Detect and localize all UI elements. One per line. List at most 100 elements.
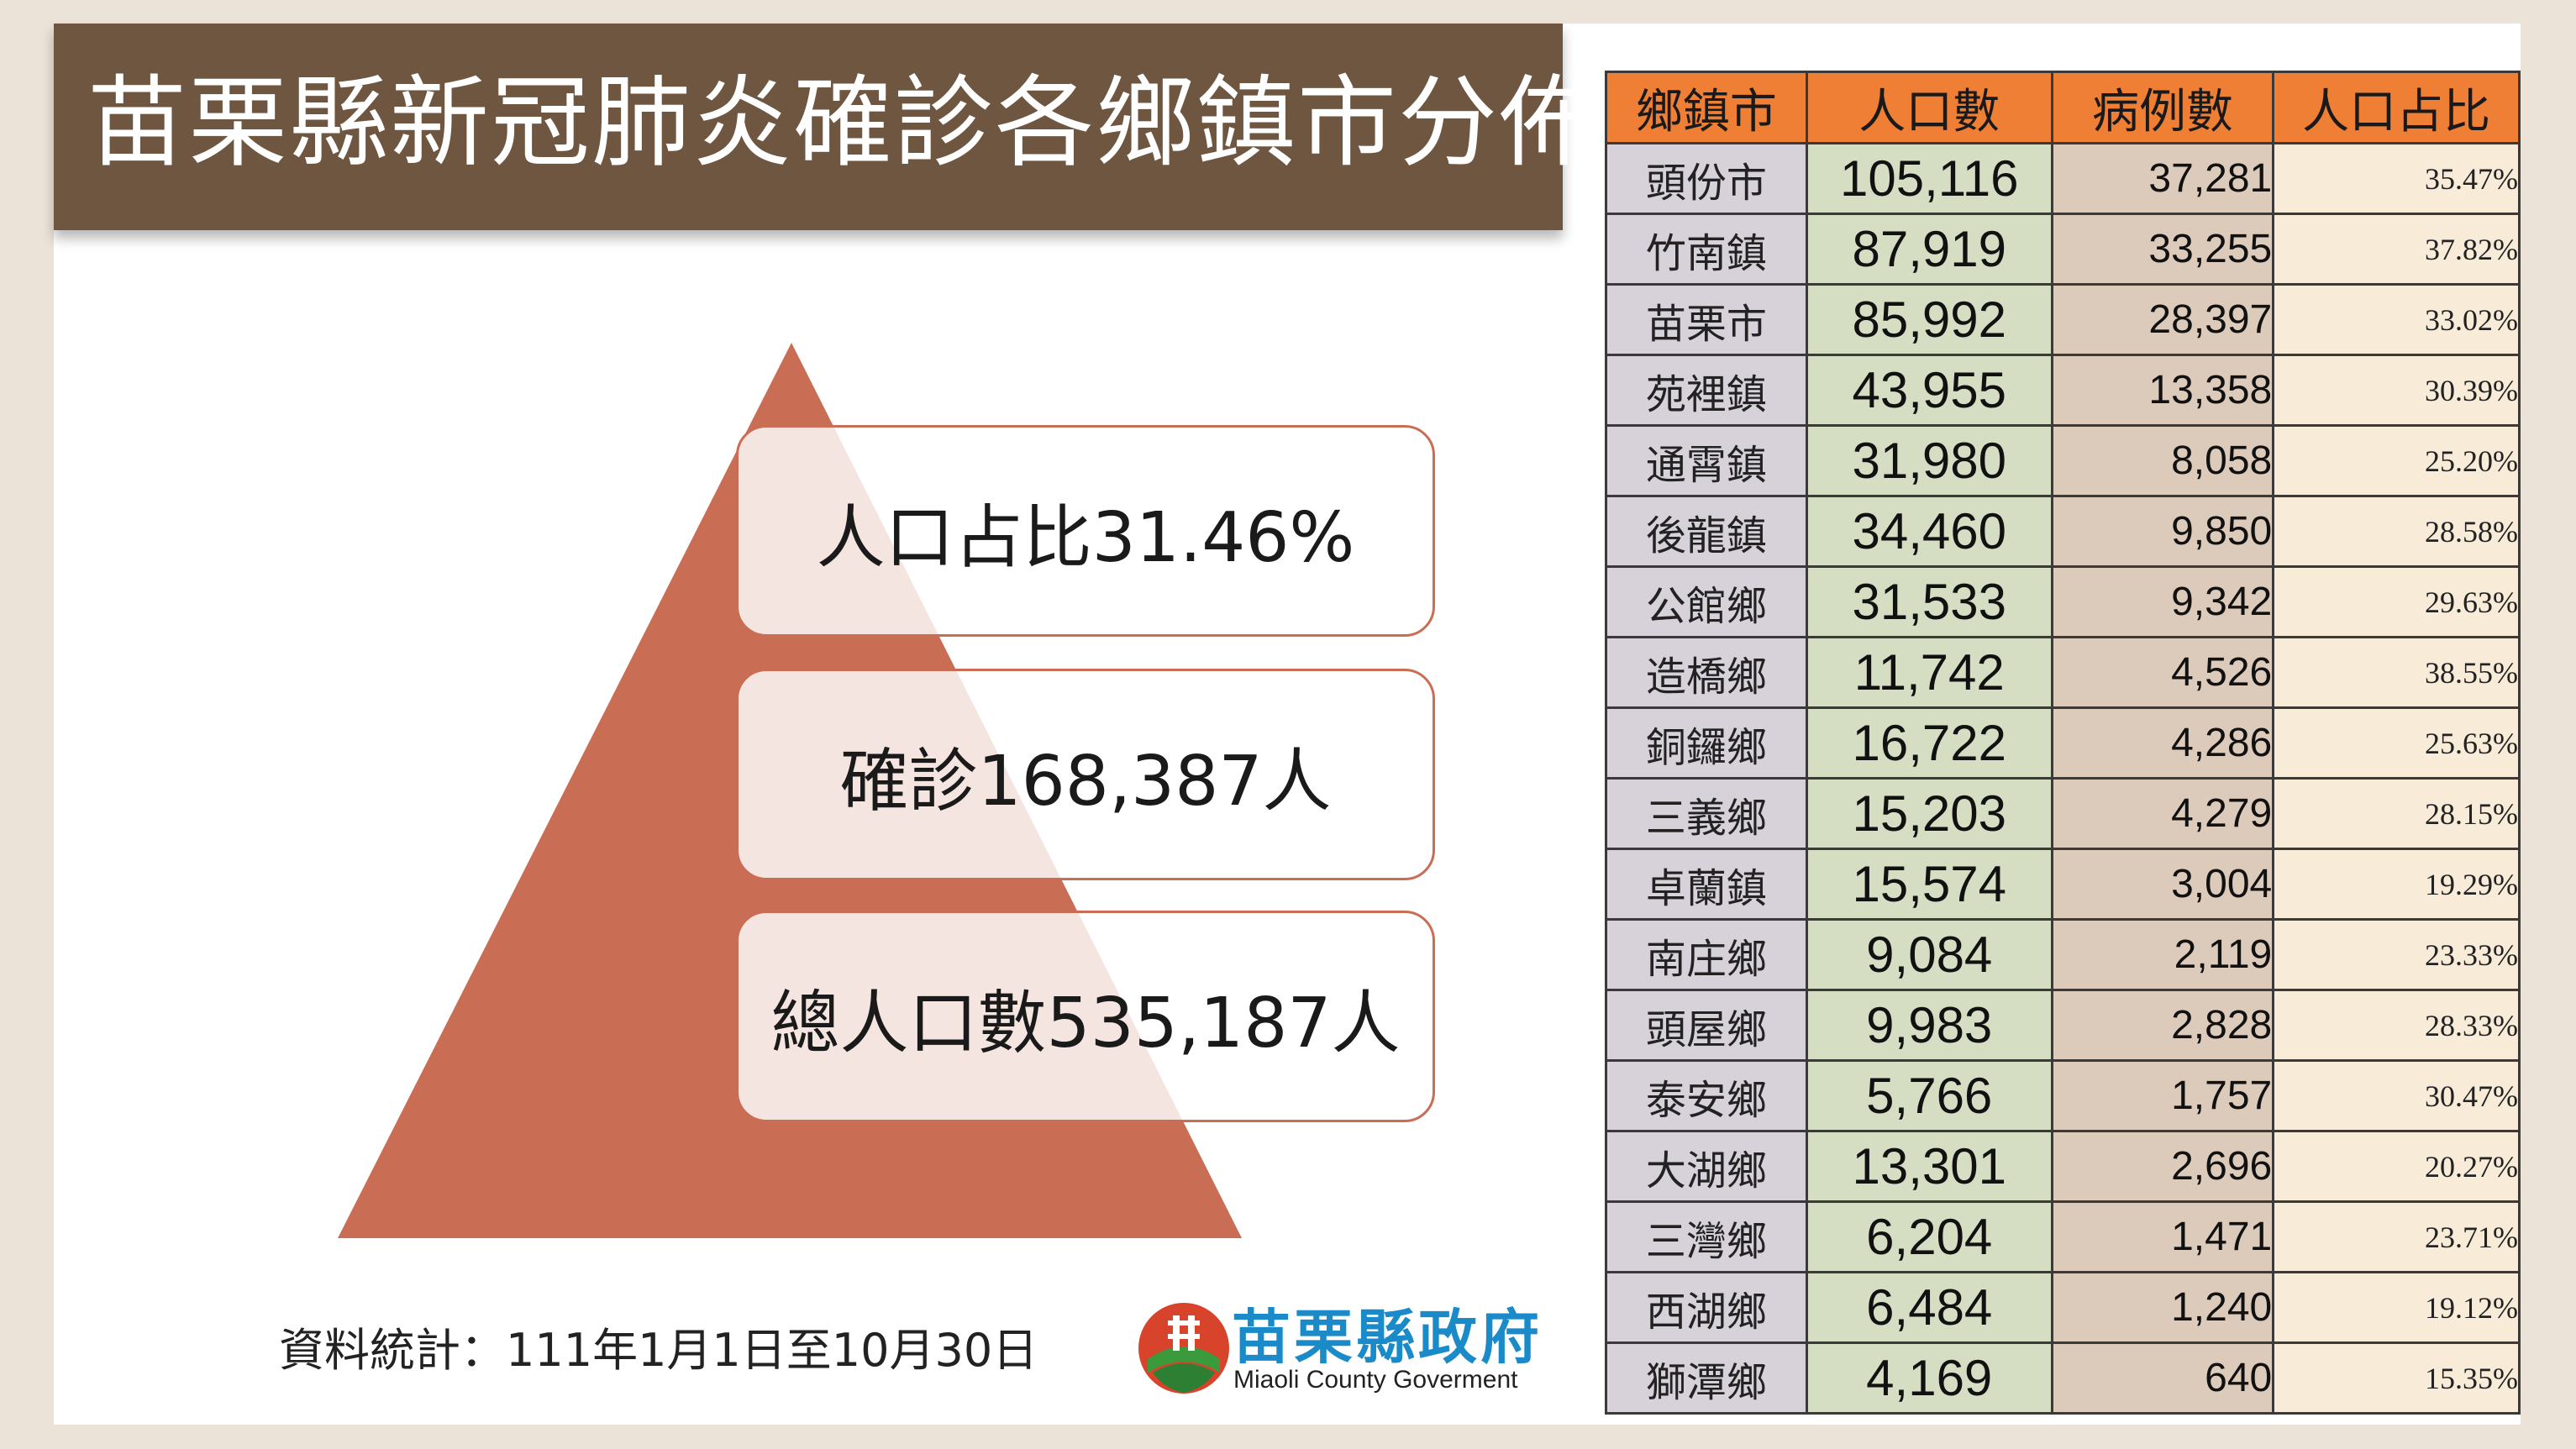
cell-population: 9,084 xyxy=(1805,918,2053,991)
cell-township: 銅鑼鄉 xyxy=(1605,706,1808,780)
cell-township: 西湖鄉 xyxy=(1605,1271,1808,1344)
table-row: 通霄鎮 31,980 8,058 25.20% xyxy=(1605,424,2521,497)
cell-township: 南庄鄉 xyxy=(1605,918,1808,991)
cell-ratio: 28.58% xyxy=(2272,495,2521,568)
cell-ratio: 28.33% xyxy=(2272,989,2521,1062)
cell-ratio: 35.47% xyxy=(2272,142,2521,215)
table-row: 銅鑼鄉 16,722 4,286 25.63% xyxy=(1605,706,2521,780)
cell-population: 5,766 xyxy=(1805,1059,2053,1132)
cell-population: 15,574 xyxy=(1805,848,2053,921)
header-population: 人口數 xyxy=(1805,71,2053,144)
cell-population: 43,955 xyxy=(1805,354,2053,427)
table-row: 南庄鄉 9,084 2,119 23.33% xyxy=(1605,918,2521,991)
cell-population: 4,169 xyxy=(1805,1341,2053,1415)
cell-ratio: 19.12% xyxy=(2272,1271,2521,1344)
county-logo-icon xyxy=(1138,1303,1229,1394)
slide: 苗栗縣新冠肺炎確診各鄉鎮市分佈 人口占比31.46% 確診168,387人 總人… xyxy=(54,24,2521,1425)
table-row: 造橋鄉 11,742 4,526 38.55% xyxy=(1605,636,2521,709)
cell-township: 苗栗市 xyxy=(1605,283,1808,356)
table-row: 苑裡鎮 43,955 13,358 30.39% xyxy=(1605,354,2521,427)
cell-cases: 37,281 xyxy=(2050,142,2275,215)
cell-ratio: 29.63% xyxy=(2272,565,2521,638)
cell-cases: 9,342 xyxy=(2050,565,2275,638)
cell-township: 公館鄉 xyxy=(1605,565,1808,638)
cell-population: 9,983 xyxy=(1805,989,2053,1062)
cell-ratio: 30.47% xyxy=(2272,1059,2521,1132)
cell-ratio: 23.71% xyxy=(2272,1200,2521,1273)
table-row: 三灣鄉 6,204 1,471 23.71% xyxy=(1605,1200,2521,1273)
table-header-row: 鄉鎮市 人口數 病例數 人口占比 xyxy=(1605,71,2521,144)
page-title: 苗栗縣新冠肺炎確診各鄉鎮市分佈 xyxy=(87,65,1601,181)
cell-population: 6,204 xyxy=(1805,1200,2053,1273)
logo-english-name: Miaoli County Goverment xyxy=(1233,1366,1518,1394)
table-row: 獅潭鄉 4,169 640 15.35% xyxy=(1605,1341,2521,1415)
cell-cases: 2,696 xyxy=(2050,1130,2275,1203)
cell-cases: 9,850 xyxy=(2050,495,2275,568)
cell-ratio: 23.33% xyxy=(2272,918,2521,991)
cell-population: 105,116 xyxy=(1805,142,2053,215)
cell-cases: 1,240 xyxy=(2050,1271,2275,1344)
cell-population: 87,919 xyxy=(1805,213,2053,286)
cell-cases: 1,471 xyxy=(2050,1200,2275,1273)
cell-cases: 1,757 xyxy=(2050,1059,2275,1132)
cell-ratio: 37.82% xyxy=(2272,213,2521,286)
cell-ratio: 25.20% xyxy=(2272,424,2521,497)
cell-cases: 4,526 xyxy=(2050,636,2275,709)
cell-township: 大湖鄉 xyxy=(1605,1130,1808,1203)
cell-cases: 28,397 xyxy=(2050,283,2275,356)
table-row: 公館鄉 31,533 9,342 29.63% xyxy=(1605,565,2521,638)
table-row: 西湖鄉 6,484 1,240 19.12% xyxy=(1605,1271,2521,1344)
cell-ratio: 19.29% xyxy=(2272,848,2521,921)
cell-cases: 2,119 xyxy=(2050,918,2275,991)
confirmed-cases-text: 確診168,387人 xyxy=(839,741,1332,822)
cell-cases: 640 xyxy=(2050,1341,2275,1415)
cell-cases: 8,058 xyxy=(2050,424,2275,497)
cell-cases: 33,255 xyxy=(2050,213,2275,286)
cell-township: 後龍鎮 xyxy=(1605,495,1808,568)
header-township: 鄉鎮市 xyxy=(1605,71,1808,144)
cell-ratio: 33.02% xyxy=(2272,283,2521,356)
table-row: 後龍鎮 34,460 9,850 28.58% xyxy=(1605,495,2521,568)
township-table: 鄉鎮市 人口數 病例數 人口占比 頭份市 105,116 37,281 35.47% 竹… xyxy=(1605,71,2521,1415)
table-row: 竹南鎮 87,919 33,255 37.82% xyxy=(1605,213,2521,286)
cell-cases: 3,004 xyxy=(2050,848,2275,921)
cell-population: 13,301 xyxy=(1805,1130,2053,1203)
confirmed-cases-box: 確診168,387人 xyxy=(736,669,1435,880)
population-ratio-box: 人口占比31.46% xyxy=(736,425,1435,637)
cell-township: 竹南鎮 xyxy=(1605,213,1808,286)
cell-township: 造橋鄉 xyxy=(1605,636,1808,709)
cell-population: 31,980 xyxy=(1805,424,2053,497)
cell-ratio: 25.63% xyxy=(2272,706,2521,780)
cell-township: 頭屋鄉 xyxy=(1605,989,1808,1062)
table-row: 三義鄉 15,203 4,279 28.15% xyxy=(1605,777,2521,850)
cell-township: 泰安鄉 xyxy=(1605,1059,1808,1132)
table-row: 苗栗市 85,992 28,397 33.02% xyxy=(1605,283,2521,356)
table-row: 頭屋鄉 9,983 2,828 28.33% xyxy=(1605,989,2521,1062)
cell-cases: 4,279 xyxy=(2050,777,2275,850)
cell-population: 34,460 xyxy=(1805,495,2053,568)
cell-population: 85,992 xyxy=(1805,283,2053,356)
cell-township: 卓蘭鎮 xyxy=(1605,848,1808,921)
cell-cases: 4,286 xyxy=(2050,706,2275,780)
cell-ratio: 28.15% xyxy=(2272,777,2521,850)
table-row: 頭份市 105,116 37,281 35.47% xyxy=(1605,142,2521,215)
cell-township: 三灣鄉 xyxy=(1605,1200,1808,1273)
cell-population: 11,742 xyxy=(1805,636,2053,709)
cell-township: 獅潭鄉 xyxy=(1605,1341,1808,1415)
table-row: 卓蘭鎮 15,574 3,004 19.29% xyxy=(1605,848,2521,921)
total-population-text: 總人口數535,187人 xyxy=(770,983,1401,1063)
population-ratio-text: 人口占比31.46% xyxy=(816,497,1355,578)
table-row: 大湖鄉 13,301 2,696 20.27% xyxy=(1605,1130,2521,1203)
cell-cases: 2,828 xyxy=(2050,989,2275,1062)
cell-population: 16,722 xyxy=(1805,706,2053,780)
title-bar: 苗栗縣新冠肺炎確診各鄉鎮市分佈 xyxy=(54,24,1598,230)
cell-township: 三義鄉 xyxy=(1605,777,1808,850)
cell-township: 苑裡鎮 xyxy=(1605,354,1808,427)
table-body: 頭份市 105,116 37,281 35.47% 竹南鎮 87,919 33,255 37.… xyxy=(1605,142,2521,1415)
cell-cases: 13,358 xyxy=(2050,354,2275,427)
source-note: 資料統計：111年1月1日至10月30日 xyxy=(279,1324,1038,1377)
logo-chinese-name: 苗栗縣政府 xyxy=(1232,1302,1543,1372)
cell-township: 通霄鎮 xyxy=(1605,424,1808,497)
header-ratio: 人口占比 xyxy=(2272,71,2521,144)
cell-ratio: 15.35% xyxy=(2272,1341,2521,1415)
